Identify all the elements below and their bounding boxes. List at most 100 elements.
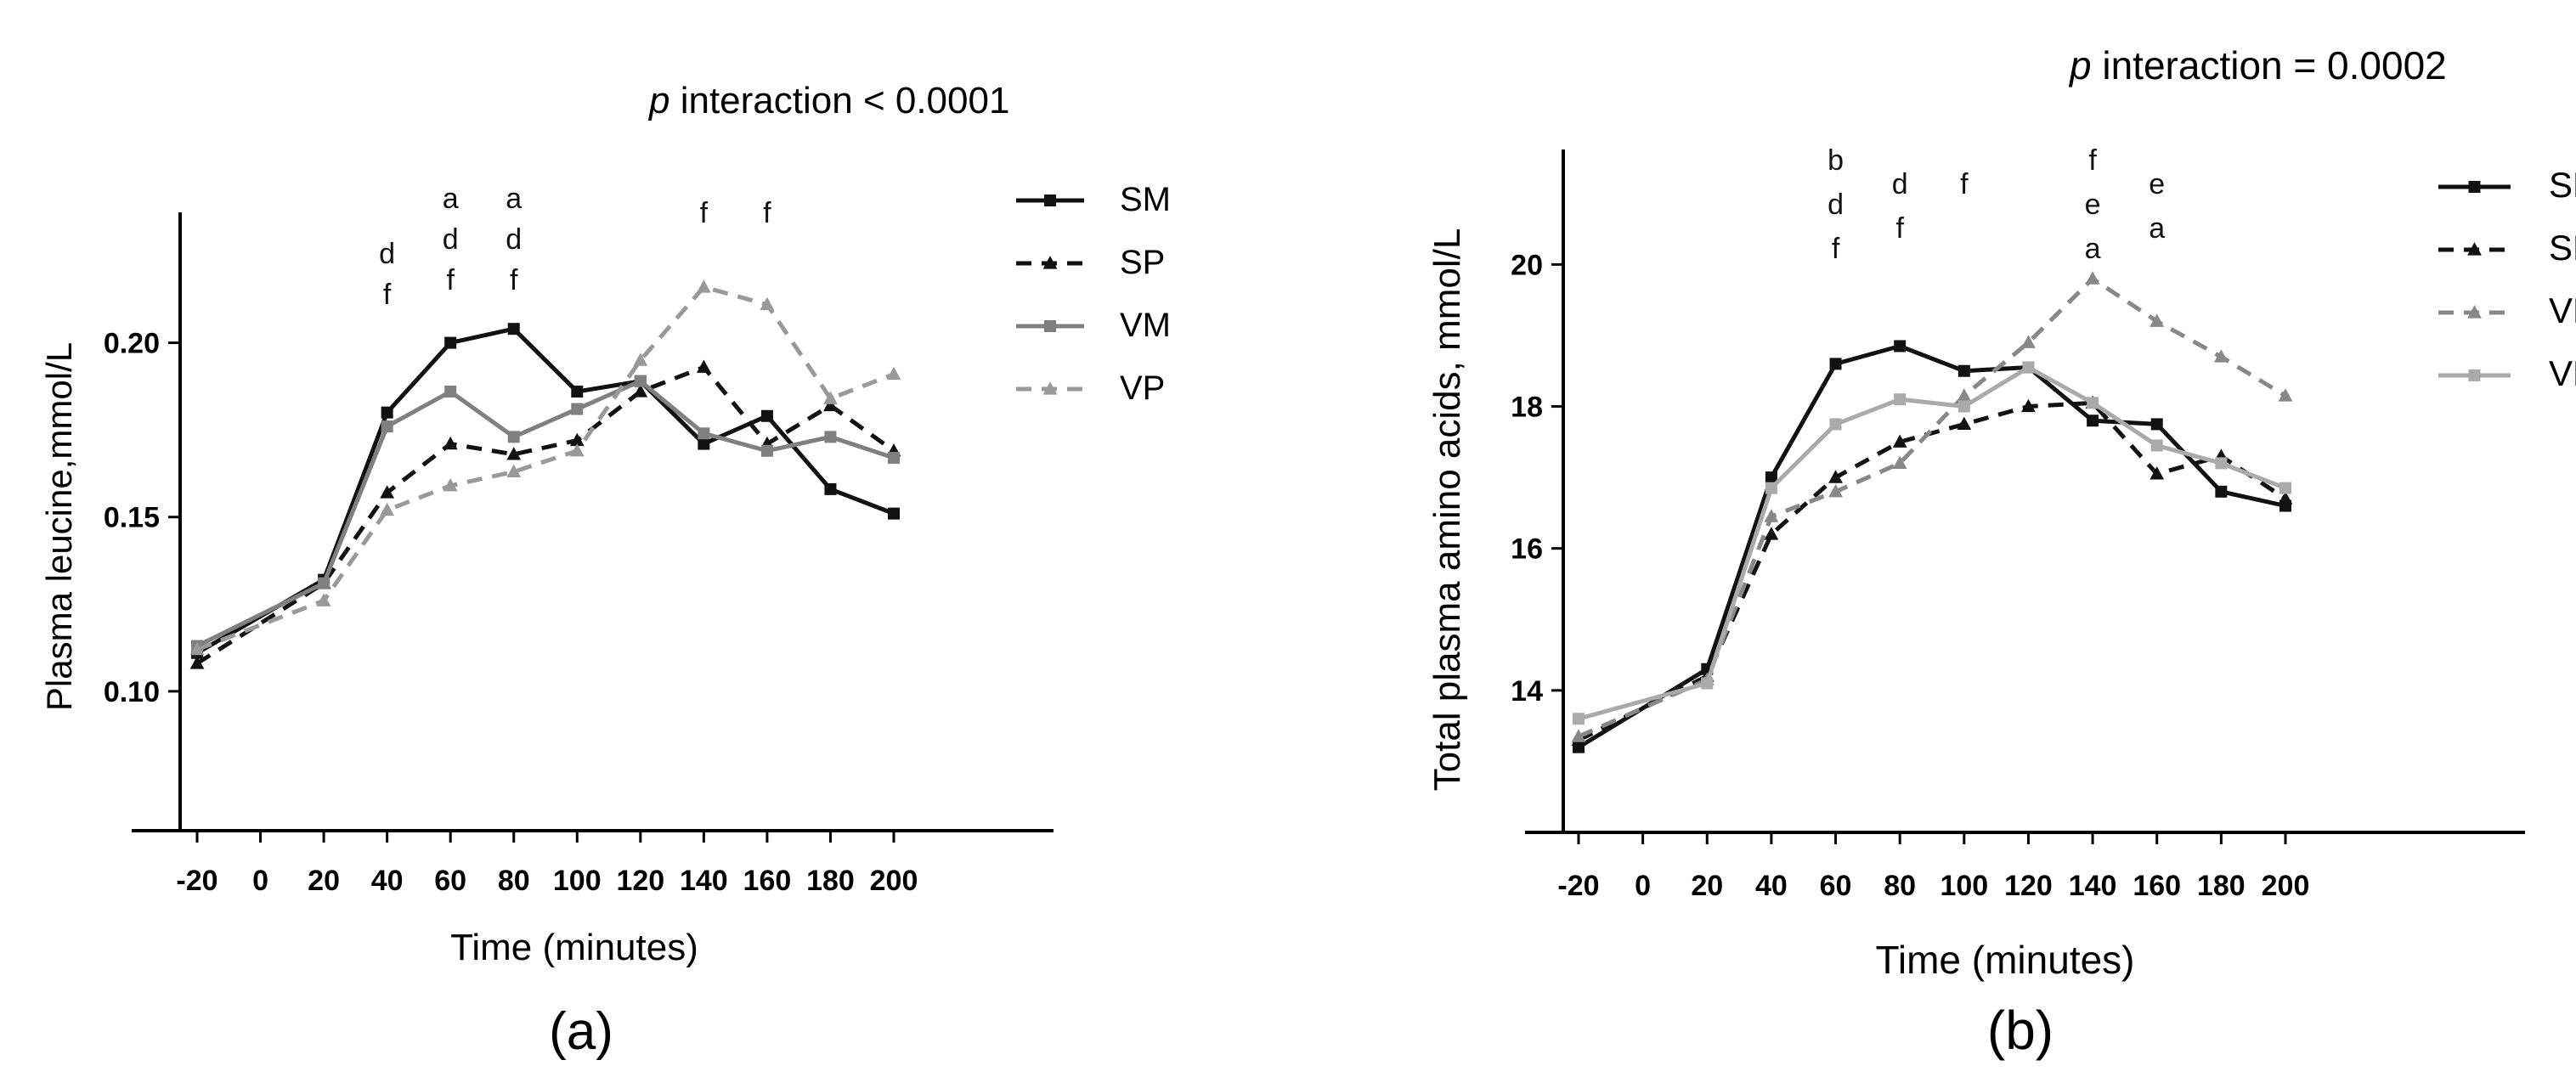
p-interaction-label: p interaction < 0.0001 bbox=[647, 80, 1009, 121]
significance-letter: f bbox=[510, 264, 518, 296]
x-tick-label: 0 bbox=[252, 865, 268, 897]
legend-entry-sp: SP bbox=[1016, 244, 1165, 281]
data-point bbox=[380, 502, 395, 516]
data-point bbox=[886, 366, 901, 381]
legend-entry-sm: SM bbox=[1016, 181, 1171, 218]
data-point bbox=[571, 386, 584, 398]
significance-letter: b bbox=[1827, 144, 1844, 177]
legend-label: VP bbox=[2549, 290, 2576, 330]
panel-label: (a) bbox=[549, 1002, 613, 1061]
x-tick-label: 200 bbox=[870, 865, 918, 897]
series-line bbox=[195, 326, 895, 655]
data-point bbox=[1764, 509, 1779, 522]
data-point bbox=[1892, 455, 1907, 470]
x-tick-label: 140 bbox=[680, 865, 728, 897]
series-line bbox=[1577, 400, 2287, 742]
data-point bbox=[2149, 313, 2165, 327]
x-axis-label: Time (minutes) bbox=[1876, 938, 2135, 982]
data-point bbox=[1892, 434, 1907, 448]
series-line bbox=[1577, 276, 2287, 739]
data-point bbox=[888, 451, 900, 464]
series-line bbox=[1578, 365, 2286, 721]
data-point bbox=[1573, 713, 1585, 725]
data-point bbox=[189, 641, 205, 656]
p-interaction-label: p interaction = 0.0002 bbox=[2068, 43, 2447, 87]
data-point bbox=[571, 403, 584, 415]
data-point bbox=[507, 431, 520, 443]
data-point bbox=[2087, 414, 2099, 427]
significance-letter: d bbox=[443, 223, 459, 256]
legend-entry-vp: VP bbox=[2438, 290, 2576, 330]
legend-label: VM bbox=[2549, 353, 2576, 393]
chart-panel-a: -20 0 20 40 60 80 100 120 140 160 180 200 0.10 0.15 0.… bbox=[39, 80, 1171, 1061]
data-point bbox=[1764, 527, 1779, 540]
legend-entry-sm: SM bbox=[2438, 165, 2576, 205]
significance-letter: f bbox=[763, 197, 771, 229]
x-tick-label: 180 bbox=[2197, 870, 2246, 902]
x-tick-label: 80 bbox=[1884, 870, 1916, 902]
significance-letter: d bbox=[1892, 168, 1908, 200]
x-tick-label: 20 bbox=[1691, 870, 1723, 902]
data-point bbox=[506, 464, 522, 478]
data-point bbox=[1957, 400, 1970, 413]
data-point bbox=[1571, 729, 1586, 742]
series-sp bbox=[189, 359, 901, 669]
data-point bbox=[2213, 349, 2229, 363]
x-tick-label: 100 bbox=[1940, 870, 1988, 902]
legend-marker bbox=[1042, 381, 1058, 395]
data-point bbox=[2150, 418, 2163, 431]
data-point bbox=[443, 477, 458, 492]
legend-label: SP bbox=[1120, 244, 1165, 281]
y-tick-label: 16 bbox=[1511, 533, 1543, 566]
legend-entry-vp: VP bbox=[1016, 369, 1165, 407]
x-tick-label: -20 bbox=[1557, 870, 1599, 902]
data-point bbox=[696, 359, 711, 373]
data-point bbox=[2022, 361, 2035, 374]
series-vm bbox=[1573, 361, 2291, 725]
legend-marker bbox=[2467, 242, 2482, 256]
data-point bbox=[2215, 485, 2228, 498]
significance-letter: e bbox=[2149, 168, 2165, 200]
legend-label: SM bbox=[1120, 181, 1171, 218]
y-axis-label: Total plasma amino acids, mmol/L bbox=[1426, 228, 1468, 792]
x-tick-label: 200 bbox=[2262, 870, 2310, 902]
significance-letter: d bbox=[1827, 189, 1844, 221]
data-point bbox=[2150, 439, 2163, 452]
x-tick-label: 20 bbox=[308, 865, 340, 897]
legend-marker bbox=[2468, 369, 2481, 381]
significance-letter: f bbox=[1960, 168, 1969, 200]
data-point bbox=[1828, 470, 1843, 483]
y-tick-label: 20 bbox=[1511, 249, 1543, 281]
data-point bbox=[316, 593, 331, 606]
data-point bbox=[1894, 340, 1907, 352]
series-line bbox=[195, 364, 895, 666]
panel-label: (b) bbox=[1987, 1000, 2053, 1061]
series-vp bbox=[189, 279, 901, 656]
significance-letter: a bbox=[2149, 212, 2165, 245]
data-point bbox=[1701, 677, 1714, 690]
data-point bbox=[760, 296, 775, 311]
data-point bbox=[189, 656, 205, 669]
data-point bbox=[633, 384, 648, 398]
data-point bbox=[1957, 388, 1972, 402]
series-sm bbox=[1573, 340, 2291, 753]
data-point bbox=[1957, 364, 1970, 377]
x-axis-label: Time (minutes) bbox=[450, 927, 698, 968]
significance-letter: a bbox=[443, 183, 459, 215]
significance-letter: f bbox=[383, 279, 392, 311]
data-point bbox=[2149, 466, 2165, 480]
x-tick-label: 120 bbox=[616, 865, 664, 897]
legend-label: VP bbox=[1120, 369, 1165, 407]
data-point bbox=[381, 420, 393, 433]
data-point bbox=[2021, 335, 2036, 348]
data-point bbox=[698, 437, 710, 450]
legend-label: SP bbox=[2549, 228, 2576, 268]
data-point bbox=[2278, 388, 2293, 402]
data-point bbox=[1829, 418, 1842, 431]
x-tick-label: 160 bbox=[743, 865, 792, 897]
significance-letter: f bbox=[446, 264, 455, 296]
y-tick-label: 0.10 bbox=[104, 676, 160, 708]
x-tick-label: 80 bbox=[498, 865, 530, 897]
data-point bbox=[823, 391, 838, 404]
